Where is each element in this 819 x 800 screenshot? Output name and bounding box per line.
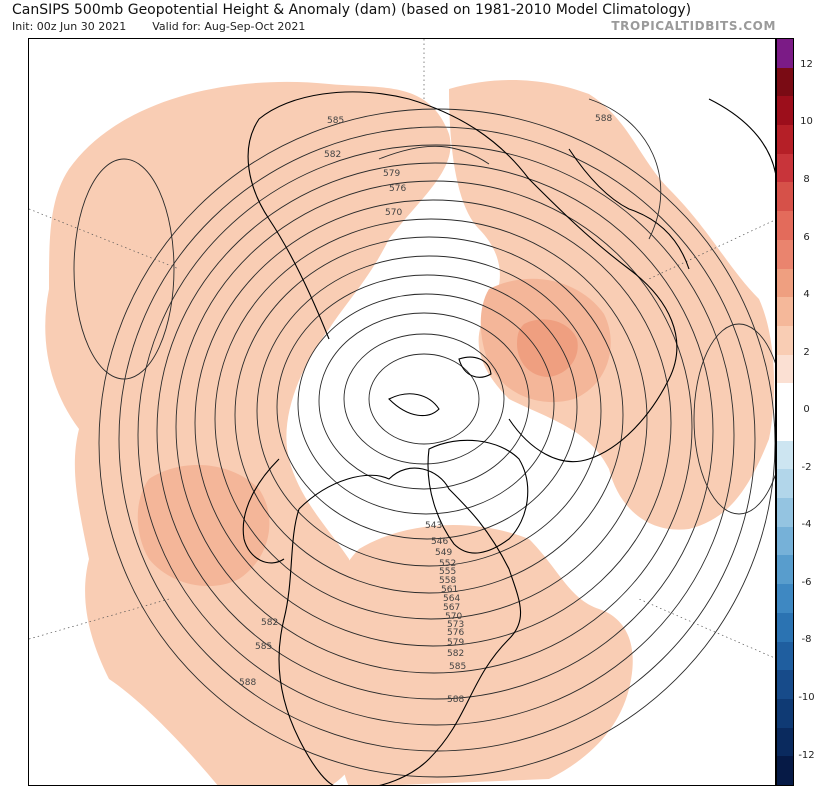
contour-label: 570	[445, 612, 462, 622]
contour-label: 588	[595, 114, 612, 124]
greenland-coast	[427, 439, 529, 554]
colorbar-segment	[777, 641, 793, 671]
colorbar-segment	[777, 727, 793, 757]
colorbar-segment	[777, 584, 793, 614]
contour-label: 570	[385, 208, 402, 218]
north-america-coast	[278, 467, 522, 785]
contour-labels: 585 582 579 576 570 588 543 546 549 552 …	[239, 114, 612, 705]
colorbar-tick: -4	[801, 519, 812, 530]
colorbar-tick: 4	[803, 289, 810, 300]
colorbar-segment	[777, 39, 793, 69]
colorbar-segment	[777, 354, 793, 384]
colorbar-tick: 0	[803, 404, 810, 415]
contour-label: 564	[443, 594, 460, 604]
run-info: Init: 00z Jun 30 2021 Valid for: Aug-Sep-…	[12, 20, 305, 33]
colorbar-segment	[777, 469, 793, 499]
contour-label: 588	[239, 678, 256, 688]
anomaly-strong-core	[517, 319, 578, 377]
init-time: Init: 00z Jun 30 2021	[12, 20, 127, 33]
colorbar-segment	[777, 498, 793, 528]
colorbar-tick: 12	[800, 59, 813, 70]
colorbar-segment	[777, 670, 793, 700]
contour-label: 546	[431, 537, 448, 547]
contour-label: 561	[441, 585, 458, 595]
colorbar-segment	[777, 440, 793, 470]
colorbar-segment	[777, 268, 793, 298]
contour-label: 576	[447, 628, 464, 638]
contour-label: 549	[435, 548, 452, 558]
contour-label: 585	[449, 662, 466, 672]
scandinavia-coast	[568, 148, 690, 270]
contour-label: 552	[439, 559, 456, 569]
anomaly-region-pacific-asia	[45, 81, 451, 785]
contour-label: 567	[443, 603, 460, 613]
colorbar-segment	[777, 756, 793, 786]
colorbar-tick: 10	[800, 116, 813, 127]
contour-label: 582	[324, 150, 341, 160]
colorbar-tick: 8	[803, 174, 810, 185]
alaska-coast	[242, 458, 285, 564]
colorbar-tick: -2	[801, 462, 812, 473]
contour-label: 579	[447, 638, 464, 648]
chart-title: CanSIPS 500mb Geopotential Height & Anom…	[12, 2, 692, 18]
polar-map: 585 582 579 576 570 588 543 546 549 552 …	[28, 38, 776, 786]
anomaly-fill	[45, 79, 775, 785]
colorbar-segment	[777, 125, 793, 155]
colorbar-segment	[777, 297, 793, 327]
contour-label: 573	[447, 620, 464, 630]
arctic-islands	[388, 356, 492, 417]
colorbar-tick: -8	[801, 634, 812, 645]
contour-label: 555	[439, 567, 456, 577]
africa-coast	[708, 98, 775, 175]
coastlines	[242, 91, 775, 785]
colorbar-segment	[777, 526, 793, 556]
anomaly-strong-pacific	[137, 465, 270, 587]
contour-label: 582	[447, 649, 464, 659]
colorbar	[776, 38, 794, 786]
contour-label: 585	[327, 116, 344, 126]
colorbar-tick: -10	[798, 692, 815, 703]
colorbar-segment	[777, 612, 793, 643]
colorbar-segment	[777, 239, 793, 270]
contour-label: 585	[255, 642, 272, 652]
colorbar-tick: -6	[801, 577, 812, 588]
eurasia-coast	[247, 91, 678, 463]
contour-label: 582	[261, 618, 278, 628]
colorbar-segment	[777, 182, 793, 212]
contour-label: 558	[439, 576, 456, 586]
colorbar-segment	[777, 412, 793, 442]
anomaly-region-atlantic	[333, 525, 633, 785]
colorbar-segment	[777, 555, 793, 585]
header: CanSIPS 500mb Geopotential Height & Anom…	[0, 0, 819, 38]
colorbar-tick: 2	[803, 347, 810, 358]
colorbar-segment	[777, 96, 793, 126]
colorbar-segment	[777, 211, 793, 241]
contour-label: 579	[383, 169, 400, 179]
brand-watermark: TROPICALTIDBITS.COM	[611, 19, 776, 33]
colorbar-segment	[777, 383, 793, 413]
colorbar-segment	[777, 153, 793, 183]
graticule	[29, 39, 775, 659]
colorbar-tick: -12	[798, 750, 815, 761]
colorbar-segment	[777, 325, 793, 356]
colorbar-segment	[777, 67, 793, 97]
contour-label: 588	[447, 695, 464, 705]
valid-period: Valid for: Aug-Sep-Oct 2021	[152, 20, 306, 33]
contour-label: 543	[425, 521, 442, 531]
colorbar-segment	[777, 698, 793, 729]
map-svg: 585 582 579 576 570 588 543 546 549 552 …	[29, 39, 775, 785]
anomaly-region-siberia	[449, 79, 775, 530]
colorbar-tick: 6	[803, 232, 810, 243]
contour-label: 576	[389, 184, 406, 194]
